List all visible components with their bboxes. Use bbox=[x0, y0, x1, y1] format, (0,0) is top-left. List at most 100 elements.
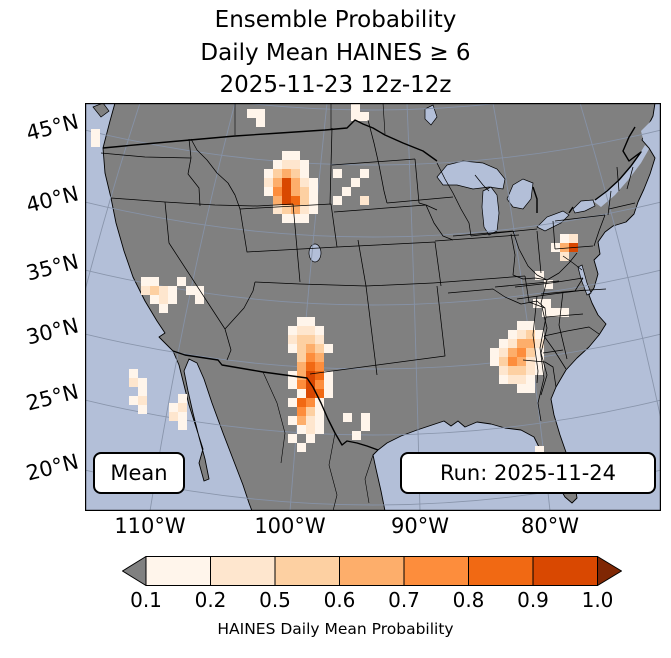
longitude-tick-label: 80°W bbox=[521, 514, 579, 538]
run-label: Run: 2025-11-24 bbox=[439, 461, 617, 485]
probability-cell bbox=[324, 344, 333, 353]
probability-cell bbox=[315, 344, 324, 353]
probability-cell bbox=[297, 416, 306, 425]
probability-cell bbox=[297, 353, 306, 362]
probability-cell bbox=[297, 344, 306, 353]
title-line-2: Daily Mean HAINES ≥ 6 bbox=[200, 39, 471, 66]
colorbar bbox=[121, 555, 623, 587]
great-lakes bbox=[308, 104, 596, 296]
colorbar-segment bbox=[403, 556, 469, 586]
probability-cell bbox=[129, 396, 138, 405]
probability-cell bbox=[297, 407, 306, 416]
probability-cell bbox=[297, 371, 306, 380]
probability-cell bbox=[169, 412, 178, 421]
probability-cell bbox=[297, 326, 306, 335]
probability-cell bbox=[517, 330, 526, 339]
probability-cell bbox=[297, 335, 306, 344]
probability-cell bbox=[247, 109, 256, 118]
map-frame bbox=[85, 103, 661, 511]
probability-cell bbox=[177, 277, 186, 286]
probability-cell bbox=[168, 295, 177, 304]
probability-cell bbox=[91, 138, 100, 147]
probability-cell bbox=[273, 178, 282, 187]
probability-cell bbox=[300, 160, 309, 169]
probability-cell bbox=[508, 357, 517, 366]
probability-cell bbox=[315, 371, 324, 380]
probability-cell bbox=[282, 169, 291, 178]
colorbar-tick-label: 0.1 bbox=[130, 588, 162, 612]
probability-cell bbox=[361, 422, 370, 431]
probability-cell bbox=[129, 378, 138, 387]
probability-cell bbox=[517, 348, 526, 357]
probability-cell bbox=[186, 286, 195, 295]
probability-cell bbox=[264, 169, 273, 178]
probability-cell bbox=[141, 277, 150, 286]
probability-cell bbox=[361, 413, 370, 422]
probability-cell bbox=[517, 366, 526, 375]
great-salt-lake bbox=[308, 243, 322, 263]
colorbar-segment bbox=[145, 556, 211, 586]
vancouver-island bbox=[92, 103, 110, 118]
lake-winnipeg bbox=[424, 104, 438, 126]
probability-cell bbox=[273, 205, 282, 214]
colorbar-tick-label: 0.8 bbox=[452, 588, 485, 612]
us-mexico-border bbox=[172, 350, 379, 451]
probability-cell bbox=[288, 335, 297, 344]
probability-cell bbox=[352, 431, 361, 440]
probability-cell bbox=[288, 398, 297, 407]
probability-cell bbox=[315, 362, 324, 371]
probability-cell bbox=[129, 369, 138, 378]
latitude-tick-label: 20°N bbox=[23, 449, 81, 486]
probability-cell bbox=[306, 353, 315, 362]
us-canada-border-east bbox=[532, 126, 642, 214]
probability-cell bbox=[282, 187, 291, 196]
probability-cell bbox=[306, 317, 315, 326]
national-borders bbox=[102, 119, 642, 451]
probability-cell bbox=[291, 196, 300, 205]
colorbar-over-arrow bbox=[597, 555, 623, 587]
probability-cell bbox=[499, 348, 508, 357]
probability-cell bbox=[342, 187, 351, 196]
probability-cell bbox=[315, 353, 324, 362]
probability-cell bbox=[291, 151, 300, 160]
probability-cell bbox=[150, 295, 159, 304]
probability-cell bbox=[178, 394, 187, 403]
colorbar-segment bbox=[532, 556, 598, 586]
probability-cell bbox=[526, 321, 535, 330]
probability-cell bbox=[526, 339, 535, 348]
probability-cell bbox=[169, 403, 178, 412]
probability-cell bbox=[282, 205, 291, 214]
probability-cell bbox=[309, 205, 318, 214]
probability-cell bbox=[360, 196, 369, 205]
colorbar-svg bbox=[121, 555, 623, 587]
probability-cell bbox=[300, 205, 309, 214]
probability-cell bbox=[517, 375, 526, 384]
probability-cell bbox=[535, 339, 544, 348]
probability-cell bbox=[360, 112, 369, 121]
probability-cell bbox=[315, 335, 324, 344]
probability-cell bbox=[159, 286, 168, 295]
probability-cell bbox=[360, 169, 369, 178]
us-canada-border bbox=[102, 119, 438, 162]
probability-cell bbox=[324, 371, 333, 380]
mean-label: Mean bbox=[110, 461, 168, 485]
probability-cell bbox=[315, 416, 324, 425]
probability-cell bbox=[306, 416, 315, 425]
probability-cell bbox=[535, 330, 544, 339]
probability-cell bbox=[297, 398, 306, 407]
latitude-tick-label: 25°N bbox=[23, 379, 81, 416]
probability-cell bbox=[282, 160, 291, 169]
probability-cell bbox=[306, 362, 315, 371]
colorbar-segment bbox=[210, 556, 276, 586]
colorbar-tick-label: 0.7 bbox=[388, 588, 420, 612]
probability-cell bbox=[560, 234, 569, 243]
probability-cell bbox=[535, 446, 544, 455]
probability-cell bbox=[264, 178, 273, 187]
probability-cell bbox=[309, 187, 318, 196]
latitude-tick-label: 30°N bbox=[23, 313, 81, 350]
graticule bbox=[85, 103, 661, 511]
probability-cell bbox=[343, 413, 352, 422]
probability-cell bbox=[282, 151, 291, 160]
probability-cell bbox=[291, 205, 300, 214]
probability-cell bbox=[138, 396, 147, 405]
